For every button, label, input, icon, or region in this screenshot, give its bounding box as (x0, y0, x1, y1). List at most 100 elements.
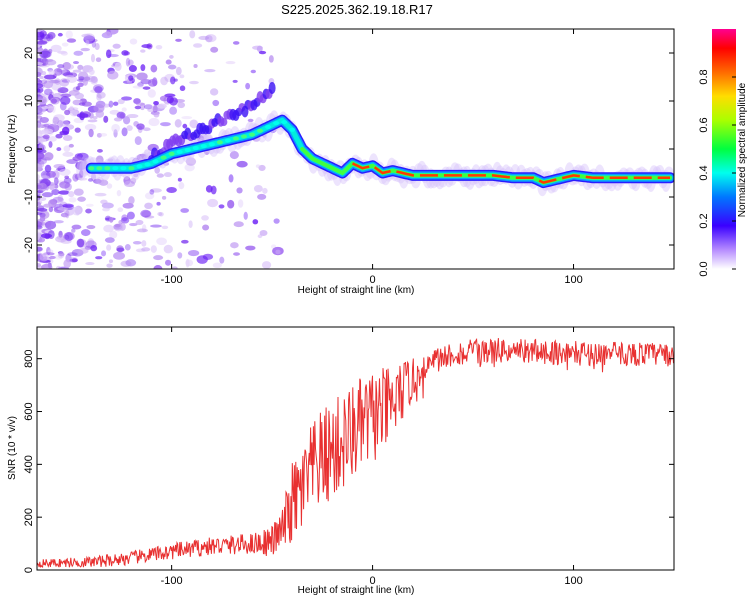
spectrogram-y-tick-label: 0 (23, 146, 35, 152)
spectrogram-ridge-spot (224, 138, 231, 143)
spectrogram-noise-blob (97, 149, 103, 153)
spectrogram-noise-blob (116, 111, 126, 119)
spectrogram-noise-blob (165, 259, 172, 266)
spectrogram-noise-blob (68, 197, 77, 203)
spectrogram-noise-blob (259, 229, 268, 236)
spectrogram-ridge-spot (160, 155, 167, 160)
spectrogram-noise-blob (175, 66, 182, 76)
spectrogram-noise-blob (95, 256, 103, 260)
spectrogram-noise-blob (112, 43, 121, 49)
spectrogram-noise-blob (185, 157, 197, 166)
spectrogram-noise-blob (90, 53, 96, 63)
spectrogram-noise-blob (114, 62, 122, 72)
spectrogram-noise-blob (179, 85, 186, 92)
spectrogram-halo (79, 160, 90, 177)
spectrogram-ridge-spot (240, 134, 247, 139)
spectrogram-noise-blob (123, 116, 131, 125)
spectrogram-noise-blob (75, 85, 81, 91)
spectrogram-noise-blob (85, 208, 92, 214)
spectrogram-noise-blob (60, 96, 71, 105)
spectrogram-noise-blob (202, 224, 210, 231)
spectrogram-noise-blob (227, 199, 235, 209)
spectrogram-noise-blob (64, 232, 74, 242)
spectrogram-noise-blob (185, 258, 190, 268)
spectrogram-noise-blob (90, 172, 96, 182)
spectrogram-noise-blob (39, 75, 44, 80)
snr-x-tick-label: -100 (161, 575, 183, 587)
spectrogram-noise-blob (236, 187, 243, 194)
spectrogram-noise-blob (150, 245, 157, 253)
snr-series-line (37, 338, 674, 568)
spectrogram-branch-blob (268, 82, 276, 94)
colorbar-ticks: 0.0 0.2 0.4 0.6 0.8 (698, 69, 736, 277)
spectrogram-noise-blob (112, 101, 119, 106)
spectrogram-noise-blob (257, 193, 267, 200)
spectrogram-noise-blob (188, 220, 193, 229)
spectrogram-noise-blob (57, 207, 68, 211)
spectrogram-noise-blob (121, 50, 129, 56)
spectrogram-noise-blob (144, 202, 153, 210)
spectrogram-noise-blob (132, 240, 142, 245)
spectrogram-noise-blob (39, 210, 50, 219)
spectrogram-ridge-spot (216, 140, 223, 145)
spectrogram-noise-blob (72, 173, 79, 182)
spectrogram-frame (36, 28, 675, 270)
spectrogram-noise-blob (94, 86, 103, 94)
snr-y-tick-label: 0 (23, 567, 35, 573)
spectrogram-noise-blob (113, 129, 118, 138)
spectrogram-noise-blob (99, 132, 108, 137)
spectrogram-noise-blob (160, 122, 171, 127)
spectrogram-noise-blob (39, 116, 49, 123)
spectrogram-noise-blob (38, 196, 47, 201)
spectrogram-noise-blob (51, 188, 60, 196)
spectrogram-noise-blob (62, 151, 74, 157)
spectrogram-noise-blob (37, 96, 47, 104)
spectrogram-ridge-spot (184, 147, 191, 152)
spectrogram-noise-blob (63, 145, 71, 153)
spectrogram-noise-blob (245, 82, 251, 90)
spectrogram-noise-blob (57, 32, 63, 37)
spectrogram-noise-blob (53, 177, 59, 185)
spectrogram-noise-blob (135, 102, 146, 106)
spectrogram-noise-blob (149, 189, 155, 195)
spectrogram-noise-blob (84, 123, 97, 131)
spectrogram-noise-blob (160, 76, 168, 86)
spectrogram-noise-blob (113, 251, 126, 260)
spectrogram-noise-blob (229, 151, 239, 160)
spectrogram-noise-blob (37, 157, 48, 165)
spectrogram-noise-blob (52, 170, 60, 179)
spectrogram-noise-blob (78, 177, 88, 181)
spectrogram-noise-blob (83, 33, 95, 42)
spectrogram-noise-blob (58, 190, 70, 195)
spectrogram-noise-blob (253, 184, 263, 193)
spectrogram-noise-blob (37, 144, 46, 152)
spectrogram-noise-blob (189, 119, 199, 129)
spectrogram-noise-blob (73, 61, 80, 65)
spectrogram-noise-blob (141, 44, 152, 49)
spectrogram-noise-blob (88, 178, 94, 182)
spectrogram-noise-blob (90, 76, 98, 84)
spectrogram-noise-blob (79, 169, 84, 179)
spectrogram-noise-blob (93, 104, 105, 113)
spectrogram-noise-blob (71, 224, 82, 230)
spectrogram-noise-blob (106, 183, 113, 189)
spectrogram-noise-blob (39, 259, 51, 263)
spectrogram-noise-blob (212, 99, 220, 107)
spectrogram-noise-blob (170, 76, 176, 85)
spectrogram-noise-blob (258, 164, 266, 172)
spectrogram-noise-blob (237, 199, 244, 208)
spectrogram-noise-blob (42, 134, 50, 140)
spectrogram-noise-blob (43, 80, 54, 89)
spectrogram-noise-blob (53, 220, 64, 224)
spectrogram-noise-blob (120, 217, 130, 224)
spectrogram-noise-blob (198, 35, 210, 40)
spectrogram-noise-blob (255, 164, 261, 168)
spectrogram-noise-blob (187, 250, 200, 257)
spectrogram-noise-blob (157, 211, 163, 216)
spectrogram-noise-blob (142, 86, 151, 90)
spectrogram-noise-blob (78, 248, 89, 254)
spectrogram-noise-blob (245, 245, 256, 251)
spectrogram-noise-blob (87, 119, 98, 123)
spectrogram-noise-blob (40, 170, 50, 180)
spectrogram-noise-blob (163, 172, 172, 178)
